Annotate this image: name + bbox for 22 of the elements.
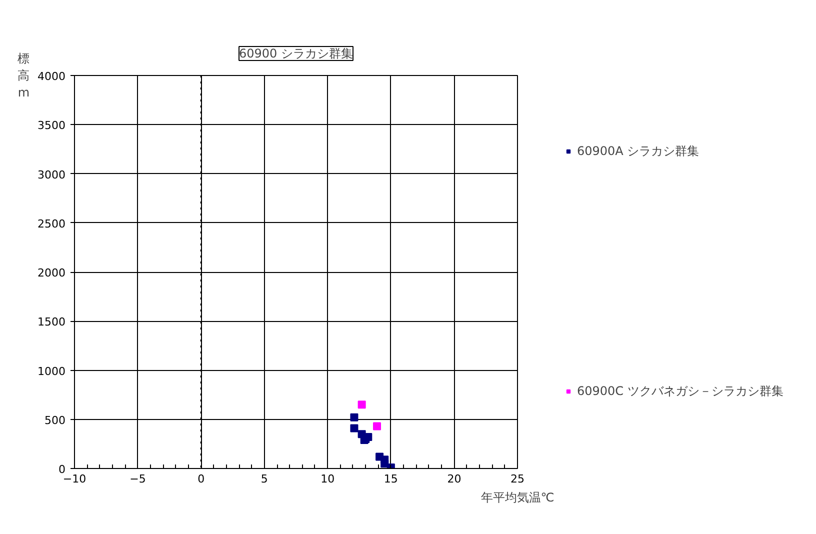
x-tick-label: −5 — [130, 472, 146, 486]
legend-label: 60900C ツクバネガシ－シラカシ群集 — [577, 382, 784, 400]
legend-label: 60900A シラカシ群集 — [577, 142, 700, 160]
y-tick-label: 1500 — [38, 316, 66, 329]
x-tick-label: 15 — [384, 472, 398, 486]
x-tick-label: 25 — [510, 472, 524, 486]
y-tick-label: 2000 — [38, 266, 66, 280]
y-tick-label: 3500 — [38, 119, 66, 132]
y-axis-title: 標高m — [18, 52, 30, 100]
x-tick-label: 10 — [320, 472, 335, 486]
y-tick-label: 0 — [58, 463, 66, 476]
x-tick-label: 5 — [260, 472, 268, 486]
chart-title: 60900 シラカシ群集 — [239, 46, 354, 60]
y-tick-label: 2500 — [38, 217, 66, 230]
y-tick-label: 4000 — [38, 70, 66, 83]
x-tick-label: 20 — [447, 472, 462, 486]
x-tick-label: −10 — [62, 472, 86, 486]
x-tick-label: 0 — [198, 472, 205, 486]
y-tick-label: 1000 — [38, 364, 66, 378]
y-tick-label: 500 — [44, 414, 66, 427]
x-axis-title: 年平均気温℃ — [480, 490, 554, 504]
y-tick-label: 3000 — [38, 168, 66, 182]
